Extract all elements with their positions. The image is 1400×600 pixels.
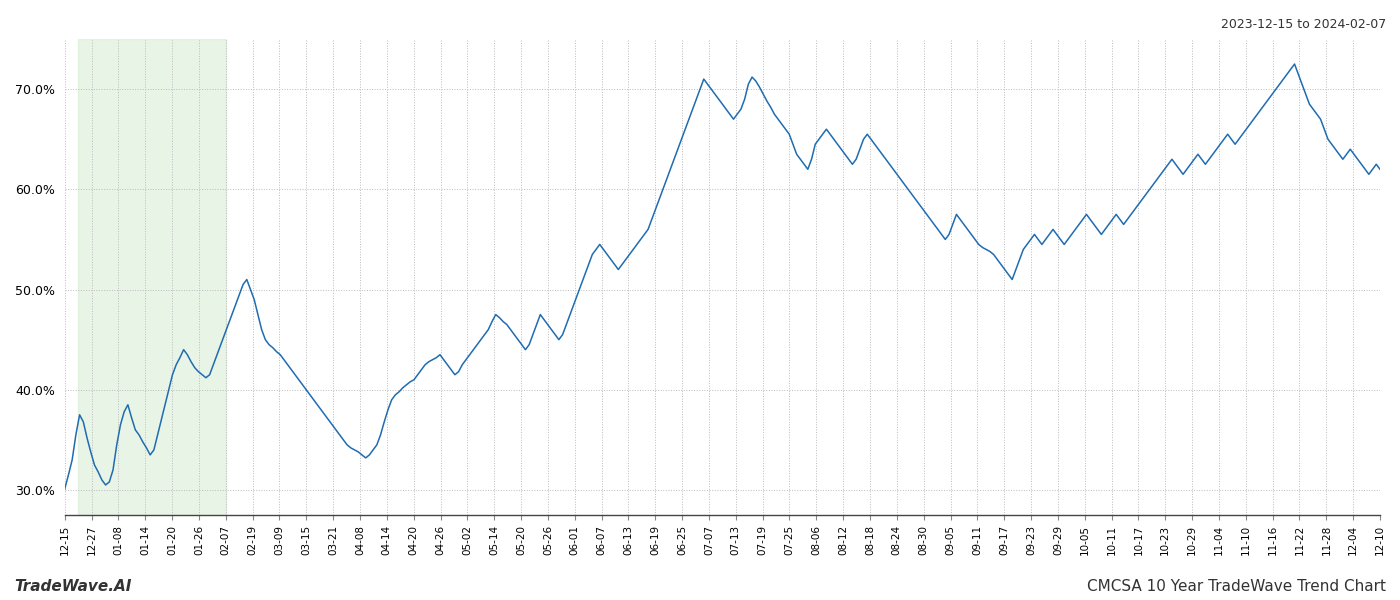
Bar — [78, 39, 225, 515]
Text: TradeWave.AI: TradeWave.AI — [14, 579, 132, 594]
Text: CMCSA 10 Year TradeWave Trend Chart: CMCSA 10 Year TradeWave Trend Chart — [1086, 579, 1386, 594]
Text: 2023-12-15 to 2024-02-07: 2023-12-15 to 2024-02-07 — [1221, 18, 1386, 31]
